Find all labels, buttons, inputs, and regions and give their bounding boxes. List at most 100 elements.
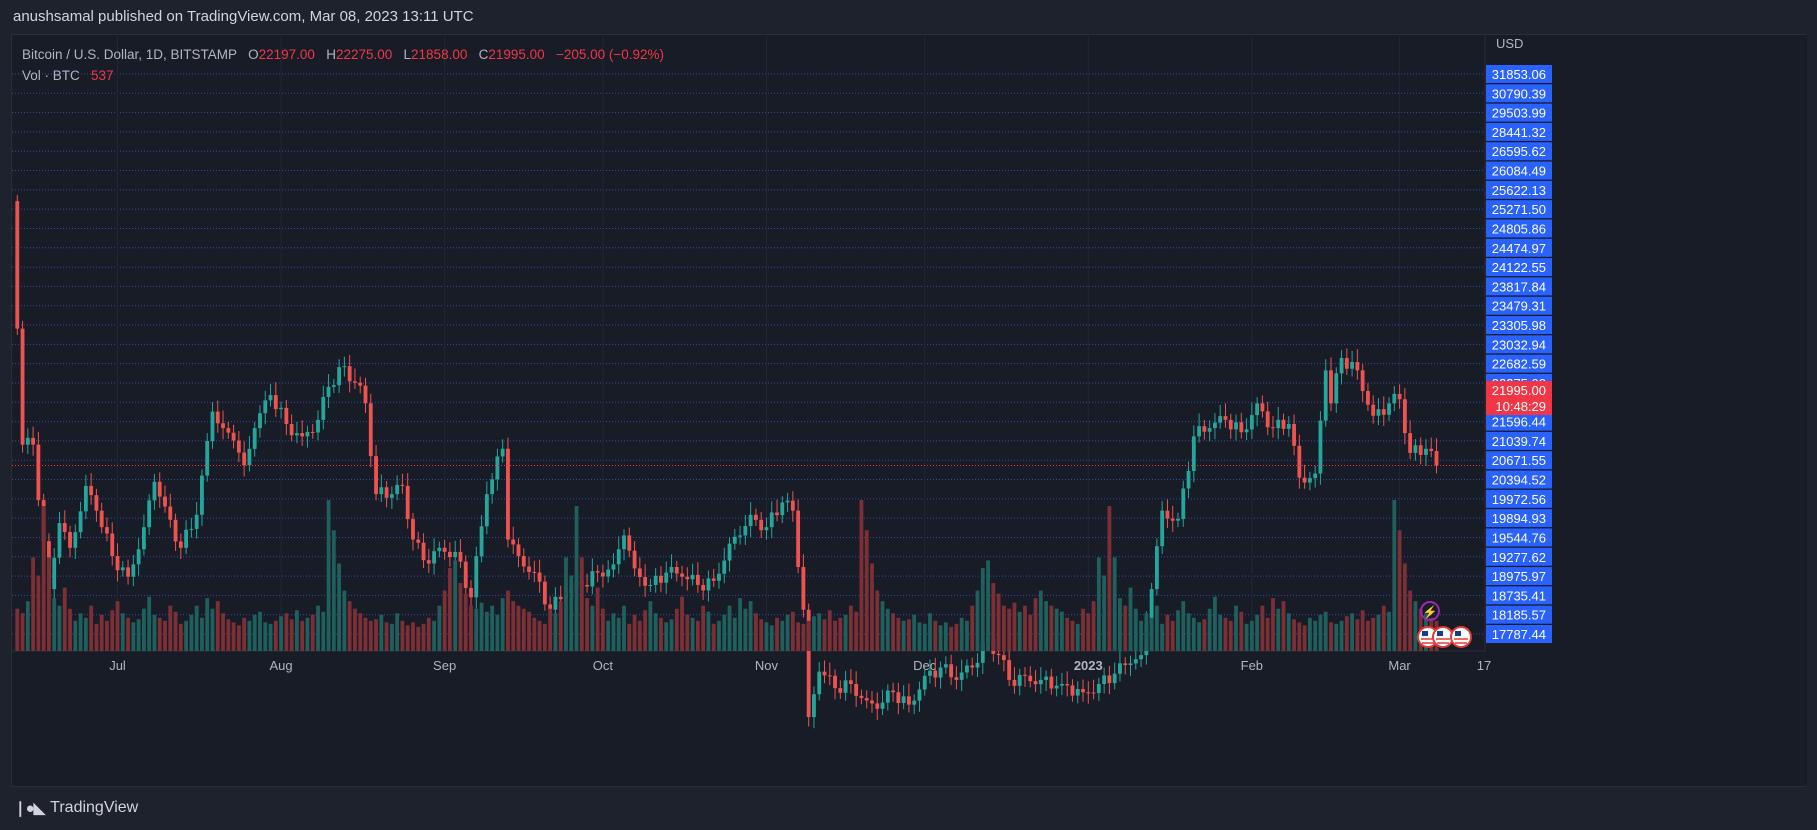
- candle-body: [384, 487, 389, 498]
- volume-bar: [1154, 605, 1159, 651]
- lightning-icon: [1420, 601, 1440, 621]
- candle-body: [848, 680, 853, 685]
- volume-bar: [1381, 605, 1386, 651]
- volume-bar: [922, 623, 927, 651]
- candle-body: [674, 567, 679, 574]
- volume-bar: [743, 608, 748, 651]
- volume-bar: [94, 623, 99, 651]
- volume-bar: [152, 614, 157, 651]
- candle-body: [247, 448, 252, 466]
- candle-body: [511, 539, 516, 545]
- volume-bar: [891, 613, 895, 651]
- candle-body: [1376, 409, 1381, 416]
- volume-bar: [1323, 611, 1328, 651]
- candle-body: [353, 381, 357, 383]
- price-tick-label: 21596.44: [1492, 415, 1546, 430]
- volume-bar: [173, 611, 178, 651]
- candle-body: [938, 667, 943, 678]
- volume-bar: [210, 608, 215, 651]
- candle-body: [1207, 428, 1212, 432]
- price-tick-label: 26084.49: [1492, 164, 1546, 179]
- candle-body: [996, 653, 1001, 656]
- volume-bar: [548, 608, 553, 651]
- volume-bar: [495, 614, 500, 651]
- volume-bar: [722, 614, 727, 651]
- volume-bar: [1276, 608, 1281, 651]
- volume-bar: [1286, 613, 1291, 651]
- tradingview-logo[interactable]: ❘●◣ TradingView: [14, 799, 138, 817]
- volume-bar: [1307, 617, 1312, 651]
- candle-body: [1054, 685, 1059, 689]
- volume-bar: [78, 613, 83, 651]
- volume-bar: [1107, 506, 1112, 651]
- candle-body: [126, 567, 130, 577]
- price-tick-label: 20671.55: [1492, 453, 1546, 468]
- candle-body: [632, 550, 637, 569]
- high-label: H: [326, 47, 336, 62]
- volume-bar: [1139, 620, 1143, 651]
- candle-body: [954, 677, 959, 680]
- candle-body: [147, 500, 152, 528]
- candle-body: [732, 536, 737, 544]
- candle-body: [221, 423, 225, 429]
- candle-body: [822, 671, 827, 676]
- candle-body: [1249, 415, 1254, 430]
- candle-body: [400, 484, 405, 486]
- candle-body: [595, 571, 600, 573]
- volume-bar: [601, 608, 605, 651]
- candle-body: [859, 695, 864, 699]
- time-tick-label: Oct: [593, 658, 614, 673]
- price-label-tag: [1486, 84, 1552, 103]
- volume-bar: [421, 623, 426, 651]
- volume-bar: [432, 620, 436, 651]
- volume-bars: [15, 500, 1439, 651]
- volume-bar: [31, 557, 36, 651]
- volume-bar: [1081, 608, 1085, 651]
- candle-body: [838, 688, 843, 693]
- candle-body: [553, 596, 558, 610]
- candle-body: [537, 572, 542, 582]
- price-label-tag: [1486, 470, 1552, 489]
- volume-bar: [864, 530, 869, 651]
- candle-body: [1017, 674, 1022, 686]
- volume-bar: [574, 506, 579, 651]
- candle-body: [83, 485, 88, 512]
- price-tick-label: 23817.84: [1492, 279, 1546, 294]
- volume-bar: [606, 620, 611, 651]
- volume-bar: [870, 563, 874, 651]
- candle-body: [806, 609, 811, 718]
- candle-body: [36, 444, 41, 501]
- price-tick-label: 28441.32: [1492, 125, 1546, 140]
- candle-body: [1255, 403, 1260, 416]
- volume-bar: [880, 601, 885, 651]
- candle-body: [764, 527, 769, 531]
- volume-bar: [1023, 605, 1027, 651]
- volume-label[interactable]: Vol · BTC: [22, 68, 80, 83]
- candle-body: [743, 526, 748, 536]
- volume-bar: [996, 593, 1001, 651]
- us-flag-icon-canton: [1437, 631, 1443, 636]
- candle-body: [1170, 518, 1175, 521]
- volume-bar: [200, 617, 204, 651]
- volume-bar: [62, 587, 67, 651]
- symbol-label[interactable]: Bitcoin / U.S. Dollar, 1D, BITSTAMP: [22, 47, 237, 62]
- candle-body: [548, 604, 553, 610]
- volume-bar: [1149, 617, 1154, 651]
- candle-body: [864, 698, 869, 701]
- price-tick-label: 23479.31: [1492, 299, 1546, 314]
- volume-bar: [258, 611, 262, 651]
- volume-bar: [991, 583, 996, 651]
- candle-body: [326, 386, 331, 397]
- candle-body: [1181, 488, 1186, 519]
- volume-bar: [163, 620, 167, 651]
- candle-body: [965, 665, 969, 673]
- candle-body: [1387, 403, 1391, 415]
- candle-body: [389, 494, 394, 498]
- candle-body: [173, 519, 178, 542]
- volume-bar: [553, 613, 558, 651]
- low-value: 21858.00: [411, 47, 468, 62]
- volume-bar: [1170, 620, 1175, 651]
- candle-body: [363, 385, 368, 404]
- candle-body: [1007, 660, 1012, 680]
